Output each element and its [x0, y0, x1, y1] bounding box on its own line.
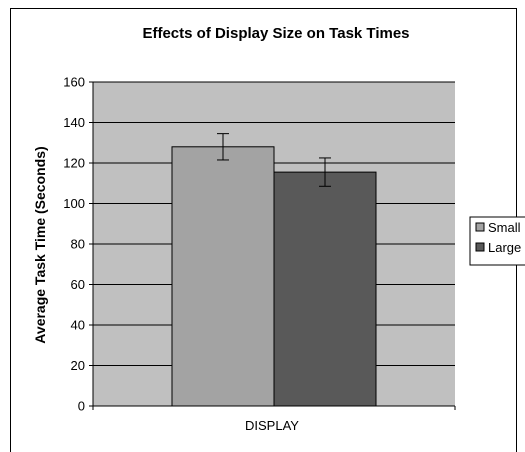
legend-label-small: Small: [488, 220, 521, 235]
y-tick-label: 40: [71, 318, 85, 333]
y-tick-label: 100: [63, 196, 85, 211]
bars: [171, 146, 377, 407]
y-tick-label: 140: [63, 115, 85, 130]
x-axis-title: DISPLAY: [245, 418, 299, 433]
legend-swatch-large: [475, 242, 485, 252]
y-tick-label: 160: [63, 75, 85, 90]
bar-large: [273, 171, 377, 407]
legend-box: [469, 216, 525, 266]
y-tick-labels: 0 20 40 60 80 100 120 140 160: [63, 75, 85, 414]
y-axis-title: Average Task Time (Seconds): [32, 146, 48, 343]
bar-small: [171, 146, 275, 407]
y-tick-label: 80: [71, 237, 85, 252]
legend-swatch-small: [475, 222, 485, 232]
legend: Small Large: [469, 216, 525, 266]
y-tick-label: 20: [71, 358, 85, 373]
chart-title: Effects of Display Size on Task Times: [142, 25, 409, 42]
legend-label-large: Large: [488, 240, 521, 255]
error-bars: [217, 133, 331, 187]
y-tick-label: 60: [71, 277, 85, 292]
y-tick-label: 0: [78, 399, 85, 414]
y-tick-label: 120: [63, 156, 85, 171]
axes: [89, 81, 456, 410]
